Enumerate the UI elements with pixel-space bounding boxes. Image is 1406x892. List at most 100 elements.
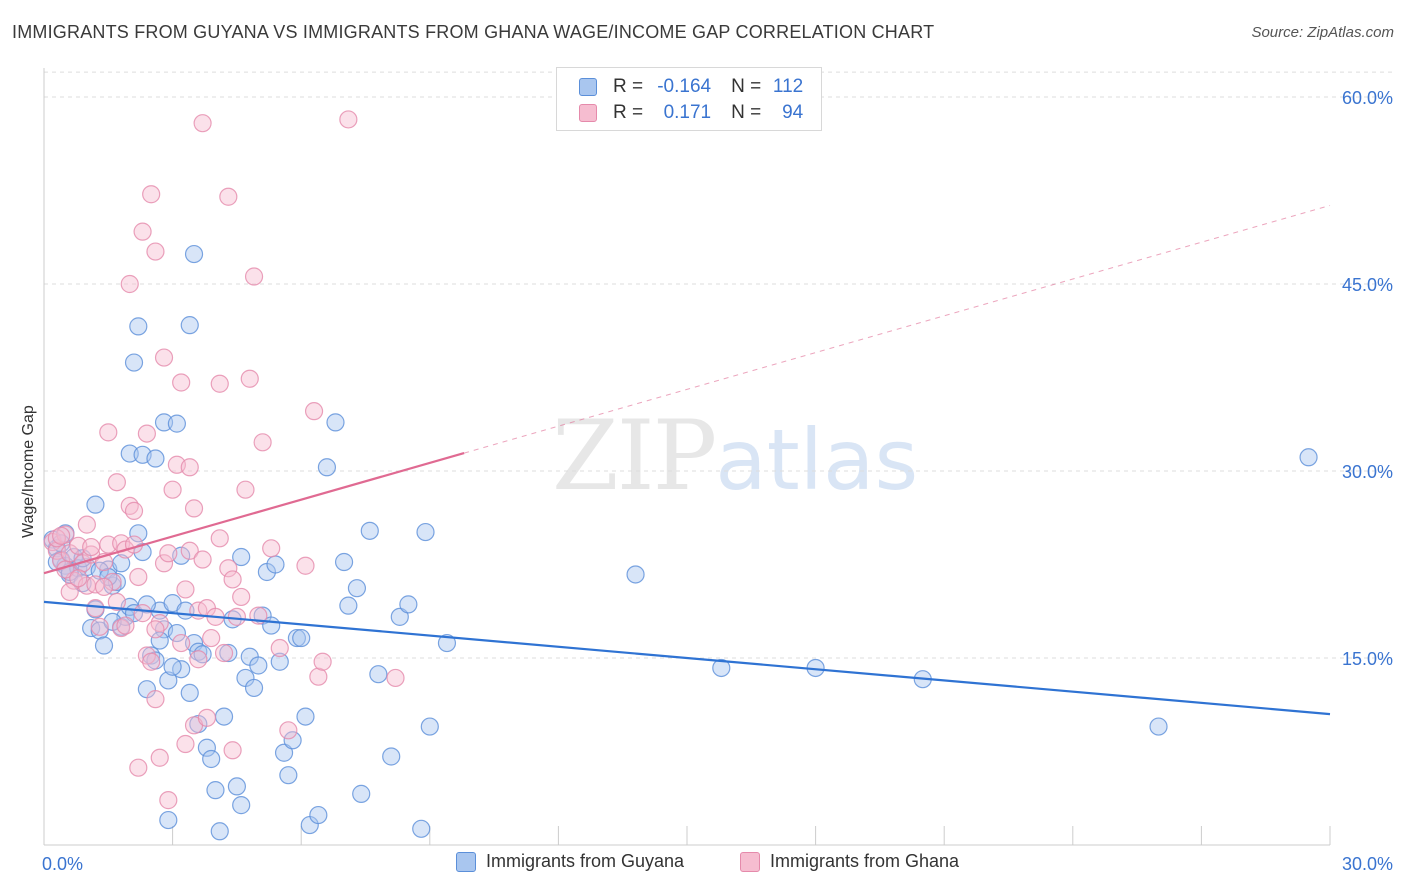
point-ghana-91 [86,599,105,618]
point-guyana-107 [1149,717,1168,736]
point-ghana-41 [219,559,238,578]
series-guyana-points [43,244,1318,841]
point-guyana-43 [232,796,251,815]
point-ghana-37 [202,628,221,648]
point-ghana-51 [270,638,289,658]
legend-row-ghana: R = 0.171 N = 94 [579,99,803,127]
point-guyana-70 [390,607,409,626]
point-ghana-46 [240,369,259,388]
bottom-legend-label-ghana: Immigrants from Ghana [770,851,960,871]
point-guyana-73 [416,522,435,542]
point-guyana-36 [197,738,216,757]
point-guyana-76 [86,495,105,514]
point-guyana-80 [129,317,148,336]
point-ghana-85 [116,616,135,635]
point-ghana-54 [304,402,324,421]
point-ghana-19 [124,535,144,554]
point-guyana-91 [137,595,156,614]
point-ghana-50 [262,539,281,558]
point-ghana-47 [244,267,264,286]
legend-row-guyana: R = -0.164 N = 112 [579,73,803,101]
point-ghana-58 [107,473,126,492]
point-guyana-54 [279,766,298,785]
point-ghana-49 [253,433,272,452]
y-tick-label-2: 45.0% [1342,275,1393,295]
axes [43,68,1331,846]
legend-swatch-guyana [579,78,597,96]
tick-labels: 15.0% 30.0% 45.0% 60.0% 0.0% 30.0% [42,88,1393,874]
point-ghana-63 [154,348,174,367]
legend-n-label: N = [731,102,762,123]
point-ghana-62 [146,242,165,261]
point-ghana-39 [210,529,229,548]
point-ghana-55 [309,667,328,686]
point-ghana-35 [193,550,212,569]
point-guyana-108 [1299,448,1318,467]
point-guyana-92 [159,810,178,830]
point-guyana-42 [227,777,246,796]
point-guyana-40 [219,643,238,663]
point-guyana-38 [206,781,225,800]
point-ghana-66 [193,114,212,133]
point-ghana-11 [90,617,109,636]
point-ghana-83 [82,537,101,557]
point-guyana-39 [214,707,234,726]
point-guyana-60 [309,805,328,825]
point-ghana-30 [172,633,191,653]
point-ghana-60 [133,222,152,241]
point-guyana-95 [232,547,251,567]
point-ghana-53 [296,556,315,575]
point-ghana-42 [223,570,242,589]
series-ghana-points [43,110,405,810]
bottom-legend-swatch-guyana [456,851,476,872]
legend-r-value-ghana: 0.171 [663,102,712,123]
point-ghana-21 [133,604,152,623]
legend-r-value-guyana: -0.164 [657,76,712,97]
point-ghana-73 [129,758,148,777]
point-guyana-55 [283,731,302,750]
trend-line-guyana [43,600,1331,716]
legend-r-label: R = [613,102,644,123]
point-ghana-6 [69,536,88,555]
point-guyana-61 [317,458,337,477]
point-guyana-20 [129,524,148,543]
legend-r-label: R = [613,76,644,97]
legend-n-value-ghana: 94 [782,102,804,123]
point-ghana-14 [103,572,122,592]
point-guyana-93 [210,822,229,841]
point-ghana-45 [236,480,255,499]
point-ghana-65 [180,458,199,477]
trend-line-ghana-extension [463,204,1331,454]
point-guyana-57 [292,628,311,648]
point-guyana-84 [167,414,186,433]
point-guyana-12 [94,636,114,655]
point-guyana-83 [154,413,174,432]
x-tick-label-0: 0.0% [42,854,83,874]
point-guyana-62 [326,413,345,432]
point-ghana-68 [219,187,238,206]
point-guyana-66 [352,784,371,803]
point-guyana-51 [266,555,285,574]
y-axis-label: Wage/Income Gap [20,405,37,538]
legend-n-value-guyana: 112 [772,76,804,97]
point-ghana-24 [146,690,165,709]
point-guyana-86 [184,244,204,264]
point-guyana-82 [146,449,165,468]
point-ghana-61 [142,185,161,204]
watermark-zip: ZIP [552,400,717,512]
point-guyana-68 [369,665,388,684]
point-ghana-78 [197,708,216,727]
point-guyana-74 [420,717,439,736]
trend-line-ghana [43,452,465,575]
y-tick-label-3: 60.0% [1342,88,1393,108]
point-guyana-27 [159,671,178,690]
point-ghana-15 [107,592,126,612]
point-ghana-89 [386,668,405,688]
point-ghana-32 [180,541,199,560]
point-guyana-64 [339,596,358,615]
point-ghana-67 [210,374,229,393]
point-ghana-56 [339,110,358,129]
point-ghana-79 [223,741,242,760]
point-guyana-46 [244,678,264,698]
point-guyana-75 [437,633,457,653]
